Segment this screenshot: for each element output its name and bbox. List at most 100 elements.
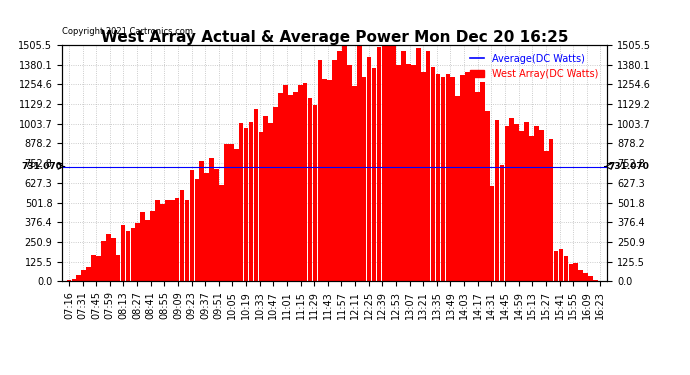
Bar (278, 93, 283, 281)
Bar (500, 165, 504, 281)
Bar (86, 267, 91, 281)
Bar (111, 238, 115, 281)
Bar (234, 149, 239, 281)
Bar (135, 223, 140, 281)
Bar (583, 273, 588, 281)
Bar (470, 76, 475, 281)
Bar (303, 83, 308, 281)
Bar (313, 105, 317, 281)
Bar (446, 74, 450, 281)
Bar (96, 256, 101, 281)
Bar (377, 47, 382, 281)
Bar (455, 96, 460, 281)
Bar (72, 279, 76, 281)
Bar (273, 107, 278, 281)
Bar (554, 251, 558, 281)
Bar (160, 204, 165, 281)
Bar (264, 116, 268, 281)
Bar (367, 57, 371, 281)
Bar (559, 249, 563, 281)
Bar (386, 45, 391, 281)
Bar (490, 186, 495, 281)
Bar (520, 131, 524, 281)
Bar (155, 200, 160, 281)
Bar (524, 122, 529, 281)
Bar (268, 123, 273, 281)
Bar (180, 190, 184, 281)
Bar (190, 170, 195, 281)
Bar (308, 98, 313, 281)
Bar (480, 82, 484, 281)
Bar (515, 124, 519, 281)
Bar (573, 262, 578, 281)
Bar (593, 280, 598, 281)
Bar (372, 68, 376, 281)
Bar (170, 200, 175, 281)
Bar (81, 270, 86, 281)
Bar (544, 151, 549, 281)
Text: 731.070: 731.070 (609, 162, 649, 171)
Bar (411, 65, 415, 281)
Bar (416, 48, 421, 281)
Bar (175, 198, 179, 281)
Bar (406, 64, 411, 281)
Bar (426, 51, 431, 281)
Bar (116, 255, 121, 281)
Bar (396, 65, 401, 281)
Bar (185, 200, 189, 281)
Bar (199, 161, 204, 281)
Bar (337, 51, 342, 281)
Bar (401, 51, 406, 281)
Bar (549, 139, 553, 281)
Bar (293, 92, 297, 281)
Bar (248, 122, 253, 281)
Bar (150, 211, 155, 281)
Bar (229, 144, 234, 281)
Bar (121, 225, 126, 281)
Bar (165, 200, 170, 281)
Bar (283, 85, 288, 281)
Bar (317, 60, 322, 281)
Bar (382, 45, 386, 281)
Bar (259, 132, 263, 281)
Bar (509, 118, 514, 281)
Bar (504, 126, 509, 281)
Bar (421, 72, 426, 281)
Bar (224, 144, 228, 281)
Bar (569, 264, 573, 281)
Bar (529, 136, 534, 281)
Legend: Average(DC Watts), West Array(DC Watts): Average(DC Watts), West Array(DC Watts) (466, 50, 602, 82)
Bar (578, 270, 583, 281)
Bar (146, 220, 150, 281)
Bar (67, 280, 71, 281)
Bar (254, 109, 258, 281)
Bar (328, 80, 332, 281)
Bar (539, 130, 544, 281)
Text: Copyright 2021 Cartronics.com: Copyright 2021 Cartronics.com (62, 27, 193, 36)
Bar (357, 45, 362, 281)
Bar (564, 256, 569, 281)
Bar (244, 128, 248, 281)
Bar (140, 211, 145, 281)
Bar (239, 123, 244, 281)
Bar (77, 274, 81, 281)
Bar (298, 85, 302, 281)
Bar (460, 75, 465, 281)
Bar (534, 126, 539, 281)
Bar (91, 255, 96, 281)
Bar (219, 184, 224, 281)
Bar (435, 74, 440, 281)
Bar (106, 234, 110, 281)
Bar (130, 228, 135, 281)
Bar (431, 67, 435, 281)
Bar (195, 179, 199, 281)
Bar (322, 79, 327, 281)
Bar (214, 169, 219, 281)
Bar (362, 77, 366, 281)
Bar (391, 45, 396, 281)
Bar (204, 173, 209, 281)
Bar (475, 92, 480, 281)
Bar (495, 120, 500, 281)
Bar (589, 276, 593, 281)
Bar (485, 111, 489, 281)
